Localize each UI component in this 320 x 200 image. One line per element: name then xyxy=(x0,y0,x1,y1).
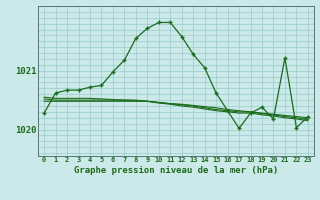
X-axis label: Graphe pression niveau de la mer (hPa): Graphe pression niveau de la mer (hPa) xyxy=(74,166,278,175)
